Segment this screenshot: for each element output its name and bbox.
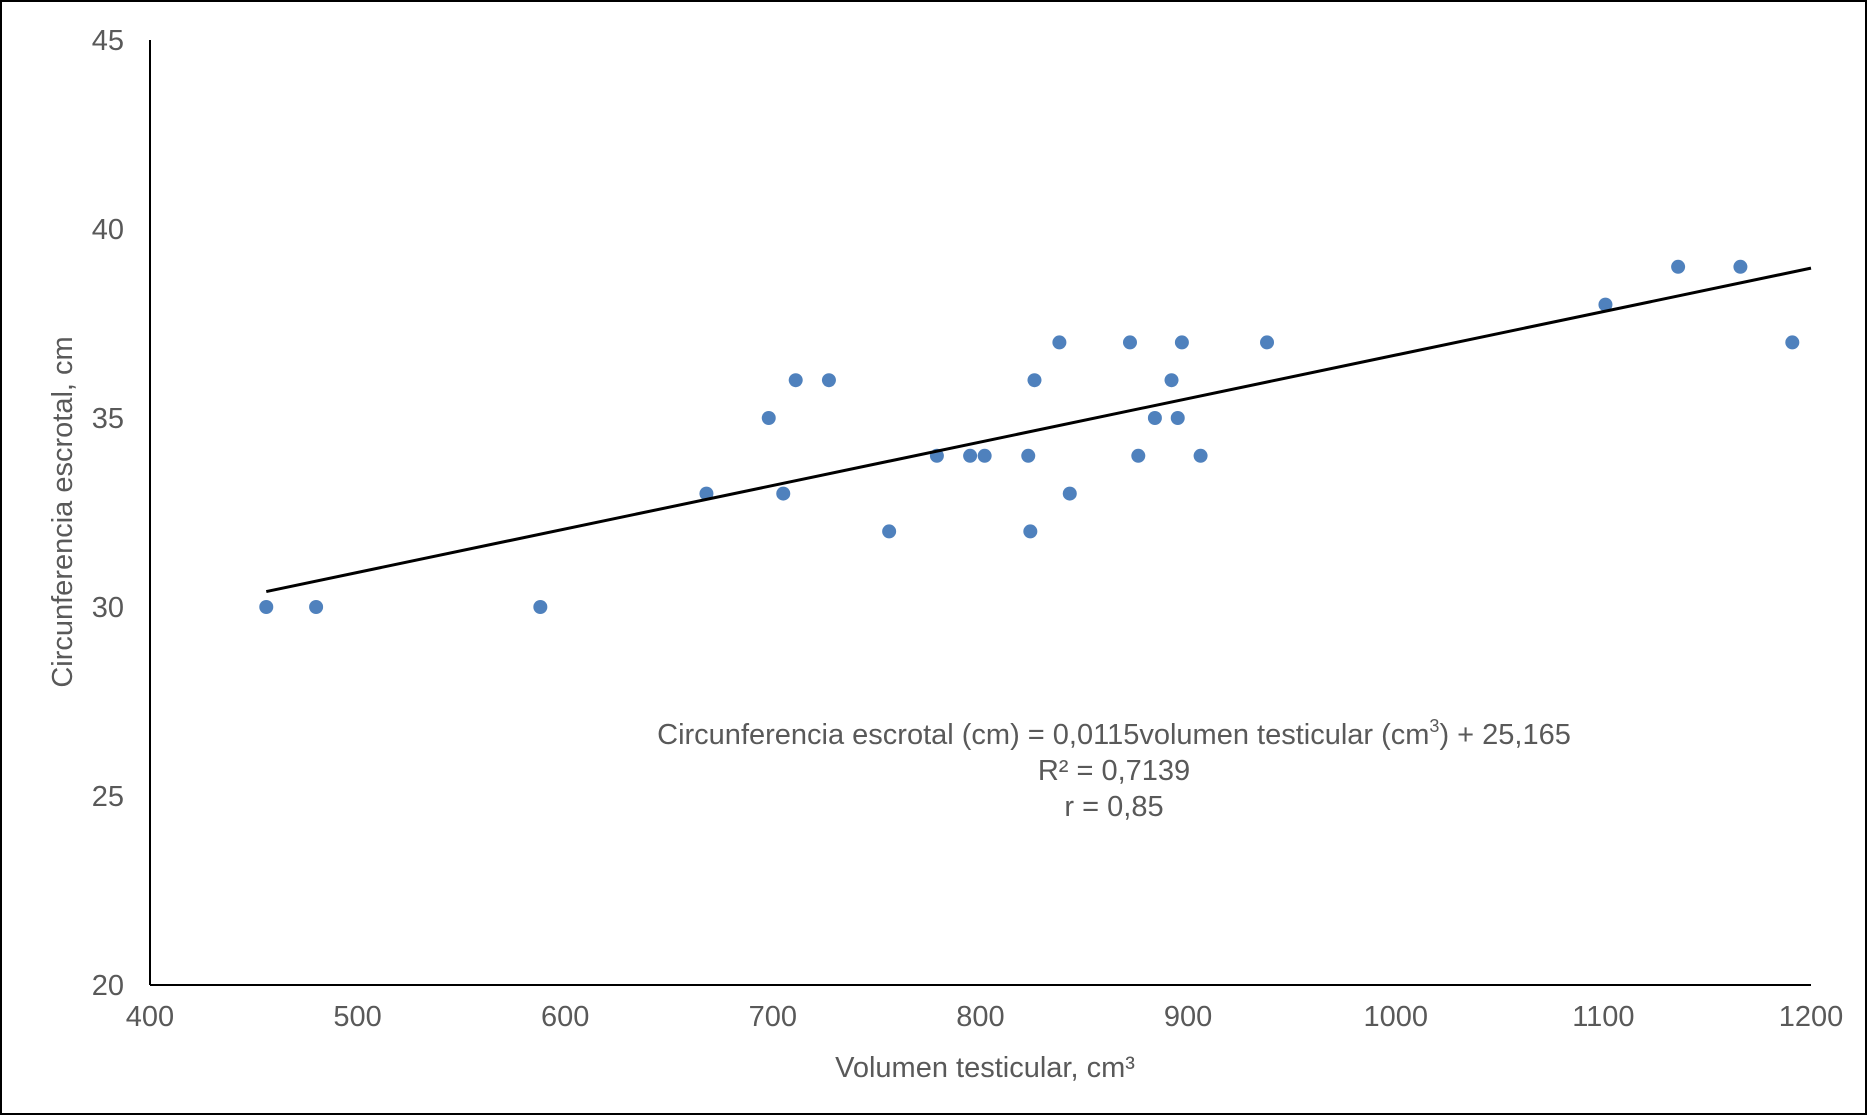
data-point bbox=[1052, 335, 1067, 350]
data-point bbox=[963, 448, 978, 463]
data-point bbox=[699, 486, 714, 501]
trendline bbox=[265, 266, 1812, 594]
x-tick-label: 900 bbox=[1164, 1001, 1212, 1033]
x-tick-label: 1200 bbox=[1779, 1001, 1844, 1033]
data-point bbox=[1023, 524, 1038, 539]
y-tick-label: 20 bbox=[92, 970, 124, 1002]
data-point bbox=[309, 600, 324, 614]
y-tick-label: 25 bbox=[92, 781, 124, 813]
correlation-label: r = 0,85 bbox=[1064, 791, 1163, 823]
data-point bbox=[533, 600, 548, 614]
x-tick-label: 400 bbox=[126, 1001, 174, 1033]
x-tick-label: 1000 bbox=[1363, 1001, 1428, 1033]
data-point bbox=[1147, 411, 1162, 425]
data-point bbox=[1062, 486, 1077, 501]
points-layer bbox=[259, 259, 1800, 614]
equation-suffix: ) + 25,165 bbox=[1439, 719, 1570, 751]
x-tick-label: 600 bbox=[541, 1001, 589, 1033]
x-tick-label: 800 bbox=[956, 1001, 1004, 1033]
data-point bbox=[1785, 335, 1800, 350]
data-point bbox=[1164, 373, 1179, 388]
data-point bbox=[1174, 335, 1189, 350]
trendline-equation: Circunferencia escrotal (cm) = 0,0115vol… bbox=[657, 716, 1571, 751]
y-tick-label: 35 bbox=[92, 403, 124, 435]
x-tick-label: 500 bbox=[333, 1001, 381, 1033]
x-tick-label: 700 bbox=[749, 1001, 797, 1033]
data-point bbox=[788, 373, 803, 388]
data-point bbox=[776, 486, 791, 501]
equation-superscript: 3 bbox=[1429, 716, 1439, 736]
data-point bbox=[1131, 448, 1146, 463]
data-point bbox=[977, 448, 992, 463]
data-point bbox=[882, 524, 897, 539]
data-point bbox=[1170, 411, 1185, 425]
x-tick-label: 1100 bbox=[1572, 1001, 1634, 1033]
data-point bbox=[821, 373, 836, 388]
x-tick-labels: 400 500 600 700 800 900 1000 1100 1200 bbox=[126, 1001, 1843, 1033]
data-point bbox=[1122, 335, 1137, 350]
x-axis-title: Volumen testicular, cm³ bbox=[835, 1052, 1135, 1084]
data-point bbox=[1027, 373, 1042, 388]
data-point bbox=[1260, 335, 1275, 350]
y-tick-label: 40 bbox=[92, 214, 124, 246]
data-point bbox=[1671, 259, 1686, 274]
data-point bbox=[1733, 259, 1748, 274]
data-point bbox=[761, 411, 776, 425]
equation-prefix: Circunferencia escrotal (cm) = 0,0115vol… bbox=[657, 719, 1429, 751]
data-point bbox=[259, 600, 274, 614]
data-point bbox=[1598, 297, 1613, 312]
data-point bbox=[1021, 448, 1036, 463]
r-squared-label: R² = 0,7139 bbox=[1038, 755, 1190, 787]
y-tick-labels: 20 25 30 35 40 45 bbox=[92, 25, 124, 1002]
y-tick-label: 45 bbox=[92, 25, 124, 57]
data-point bbox=[1193, 448, 1208, 463]
y-tick-label: 30 bbox=[92, 592, 124, 624]
y-axis-title: Circunferencia escrotal, cm bbox=[47, 336, 79, 687]
